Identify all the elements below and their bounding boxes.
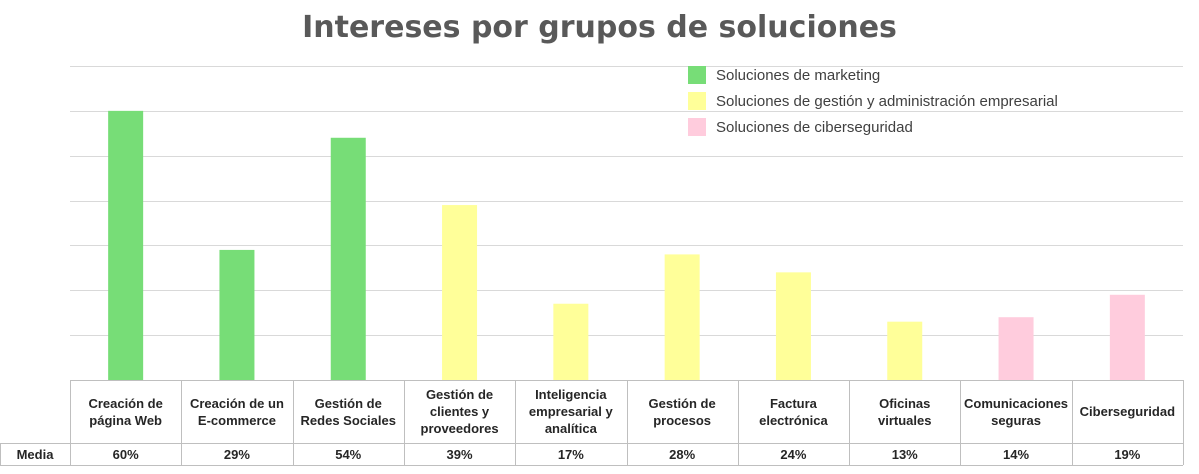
category-label: Gestión de clientes y proveedores [420, 387, 499, 436]
legend-swatch [688, 92, 706, 110]
data-table-row-header: Media [16, 446, 54, 462]
bar [108, 110, 144, 380]
data-label: 60% [112, 446, 139, 462]
bar [775, 272, 811, 380]
category-label: Inteligencia empresarial y analítica [528, 387, 613, 436]
data-label: 29% [223, 446, 250, 462]
category-label: Ciberseguridad [1079, 404, 1176, 419]
category-label: Comunicaciones seguras [964, 395, 1069, 428]
bar [442, 205, 478, 380]
legend-item: Soluciones de ciberseguridad [688, 114, 1058, 140]
category-label: Creación de página Web [88, 395, 163, 428]
chart-legend: Soluciones de marketing Soluciones de ges… [688, 62, 1058, 140]
chart-title: Intereses por grupos de soluciones [302, 10, 897, 45]
data-label: 54% [335, 446, 362, 462]
category-label: Oficinas virtuales [878, 395, 932, 428]
legend-label: Soluciones de ciberseguridad [716, 118, 913, 136]
bar [1109, 294, 1145, 380]
data-label: 28% [669, 446, 696, 462]
category-label: Creación de un E-commerce [189, 395, 284, 428]
data-label: 17% [557, 446, 584, 462]
bar [887, 321, 923, 380]
category-label: Factura electrónica [759, 395, 828, 428]
legend-swatch [688, 118, 706, 136]
bar [664, 254, 700, 380]
legend-label: Soluciones de gestión y administración e… [716, 92, 1058, 110]
category-label: Gestión de procesos [648, 395, 716, 428]
category-label: Gestión de Redes Sociales [300, 395, 396, 428]
legend-label: Soluciones de marketing [716, 66, 881, 84]
data-label: 39% [446, 446, 473, 462]
bar [219, 249, 255, 380]
data-label: 24% [780, 446, 807, 462]
legend-item: Soluciones de gestión y administración e… [688, 88, 1058, 114]
bar [553, 303, 589, 380]
data-label: 14% [1003, 446, 1030, 462]
legend-item: Soluciones de marketing [688, 62, 1058, 88]
legend-swatch [688, 66, 706, 84]
bar [330, 137, 366, 380]
data-label: 13% [891, 446, 918, 462]
data-label: 19% [1114, 446, 1141, 462]
bar [998, 317, 1034, 380]
